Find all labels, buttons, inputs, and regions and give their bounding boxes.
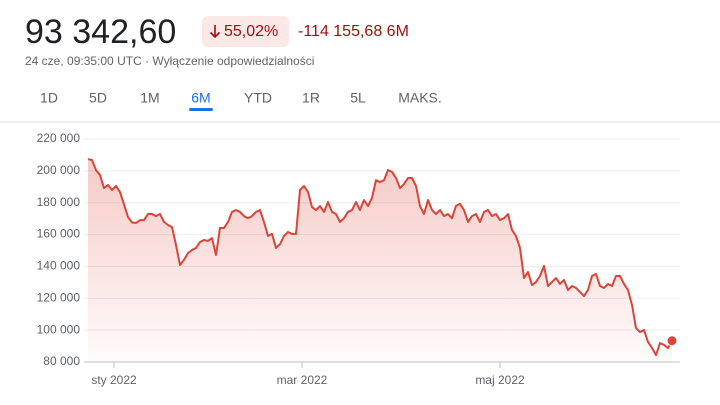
price: 93 342,60: [25, 13, 176, 51]
y-tick-label: 120 000: [37, 290, 81, 304]
disclaimer-link[interactable]: Wyłączenie odpowiedzialności: [152, 54, 314, 68]
tab[interactable]: YTD: [244, 90, 272, 106]
tab-underline: [189, 108, 213, 111]
y-tick-label: 100 000: [37, 322, 81, 336]
change-percent: 55,02%: [224, 23, 278, 40]
tab[interactable]: 1R: [302, 90, 320, 106]
last-point: [666, 335, 678, 347]
y-tick-label: 140 000: [37, 259, 81, 273]
y-tick-label: 180 000: [37, 195, 81, 209]
timestamp: 24 cze, 09:35:00 UTC ·: [25, 54, 149, 68]
subtitle: 24 cze, 09:35:00 UTC · Wyłączenie odpowi…: [25, 54, 314, 68]
tab[interactable]: 5L: [350, 90, 366, 106]
change-badge: [202, 16, 289, 47]
y-tick-label: 160 000: [37, 227, 81, 241]
y-tick-label: 80 000: [43, 354, 80, 368]
tab[interactable]: 1D: [40, 90, 58, 106]
x-tick-label: mar 2022: [277, 373, 328, 387]
x-tick-label: sty 2022: [91, 373, 137, 387]
x-tick-label: maj 2022: [475, 373, 525, 387]
y-tick-label: 200 000: [37, 163, 81, 177]
price-line: [87, 158, 673, 356]
tab[interactable]: 6M: [191, 90, 210, 106]
change-value: -114 155,68 6M: [298, 23, 409, 40]
down-arrow-icon: [209, 25, 221, 39]
tab[interactable]: 5D: [89, 90, 107, 106]
area-fill: [88, 159, 672, 362]
tab[interactable]: MAKS.: [398, 90, 442, 106]
y-tick-label: 220 000: [37, 131, 81, 145]
tab[interactable]: 1M: [140, 90, 159, 106]
